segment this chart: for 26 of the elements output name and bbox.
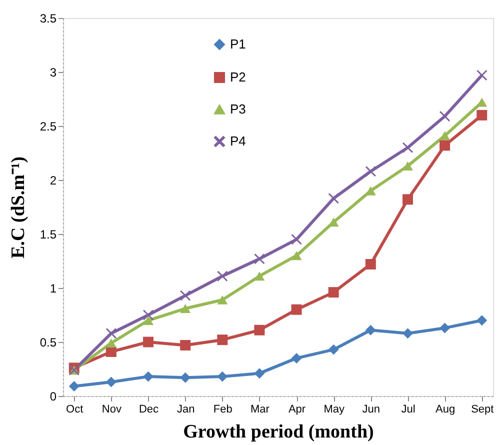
x-tick-label: Jan	[176, 404, 195, 416]
y-axis-title: E.C (dS.m⁻¹)	[8, 156, 29, 258]
x-tick-label: Jul	[401, 404, 416, 416]
y-tick-label: 1	[50, 282, 57, 296]
y-tick-label: 0.5	[40, 336, 57, 350]
x-tick-label: Mar	[250, 404, 270, 416]
y-tick-label: 3	[50, 66, 57, 80]
x-axis-title: Growth period (month)	[183, 422, 374, 442]
y-tick-label: 2.5	[40, 120, 57, 134]
x-tick-label: Apr	[288, 404, 306, 416]
x-tick-label: Sept	[471, 404, 494, 416]
y-tick-label: 3.5	[40, 12, 57, 26]
y-tick-label: 2	[50, 174, 57, 188]
x-tick-label: Jun	[362, 404, 380, 416]
legend-label: P3	[230, 102, 246, 116]
legend-label: P4	[230, 134, 246, 148]
legend-label: P1	[230, 36, 246, 52]
x-tick-label: Oct	[66, 404, 84, 416]
x-tick-label: Feb	[213, 404, 232, 416]
x-tick-label: Dec	[138, 404, 160, 416]
x-tick-label: May	[324, 404, 345, 416]
x-tick-label: Aug	[436, 404, 456, 416]
y-tick-label: 1.5	[40, 228, 57, 242]
legend-label: P2	[230, 70, 246, 84]
y-tick-label: 0	[50, 390, 57, 404]
x-tick-label: Nov	[102, 404, 122, 416]
